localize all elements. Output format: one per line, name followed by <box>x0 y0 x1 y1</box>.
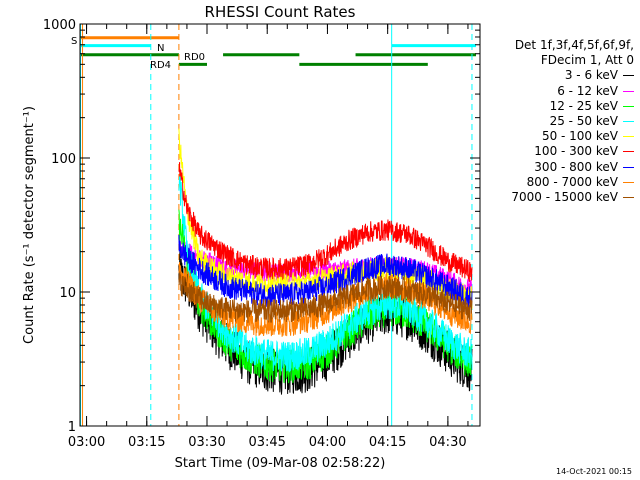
legend-entry-6: 300 - 800 keV <box>478 160 634 175</box>
x-axis: 03:00 03:15 03:30 03:45 04:00 04:15 04:30 <box>68 24 469 450</box>
legend-entry-5: 100 - 300 keV <box>478 144 634 159</box>
legend-swatch <box>623 90 634 92</box>
legend-label: 12 - 25 keV <box>549 98 618 113</box>
y-tick-label: 10 <box>59 286 76 301</box>
legend-entry-4: 50 - 100 keV <box>478 129 634 144</box>
legend-label: 300 - 800 keV <box>534 159 618 174</box>
annotation-n: N <box>157 43 164 54</box>
legend: Det 1f,3f,4f,5f,6f,9f, FDecim 1, Att 0 3… <box>478 38 634 205</box>
series-line-8 <box>178 271 473 324</box>
legend-header-line-2: FDecim 1, Att 0 <box>540 53 634 68</box>
legend-label: 3 - 6 keV <box>564 68 618 83</box>
x-tick-label: 03:45 <box>248 435 285 450</box>
legend-entry-2: 12 - 25 keV <box>478 99 634 114</box>
x-tick-label: 03:30 <box>188 435 225 450</box>
y-axis-label: Count Rate (s⁻¹ detector segment⁻¹) <box>22 106 37 344</box>
legend-label: 25 - 50 keV <box>549 114 618 129</box>
legend-label: 50 - 100 keV <box>541 129 618 144</box>
legend-swatch <box>623 166 634 168</box>
y-tick-label: 1000 <box>43 18 76 33</box>
series-line-5 <box>178 162 473 282</box>
legend-swatch <box>623 136 634 138</box>
legend-swatch <box>623 181 634 183</box>
legend-swatch <box>623 75 634 77</box>
x-tick-label: 04:15 <box>369 435 406 450</box>
legend-entry-3: 25 - 50 keV <box>478 114 634 129</box>
annotation-rd0: RD0 <box>184 52 205 63</box>
legend-entry-0: 3 - 6 keV <box>478 68 634 83</box>
legend-entries: 3 - 6 keV 6 - 12 keV 12 - 25 keV 25 - 50 ke… <box>478 68 634 205</box>
x-tick-label: 04:30 <box>429 435 466 450</box>
legend-swatch <box>623 151 634 153</box>
legend-swatch <box>623 197 634 199</box>
legend-header-line-1: Det 1f,3f,4f,5f,6f,9f, <box>514 38 634 52</box>
legend-swatch <box>623 121 634 123</box>
legend-label: 7000 - 15000 keV <box>511 190 618 205</box>
y-tick-label: 1 <box>68 420 76 435</box>
series-layer <box>178 128 473 395</box>
annotation-s: S <box>71 36 77 47</box>
legend-label: 800 - 7000 keV <box>526 174 618 189</box>
plot-frame <box>79 23 481 427</box>
legend-entry-8: 7000 - 15000 keV <box>478 190 634 205</box>
legend-label: 6 - 12 keV <box>557 83 618 98</box>
y-axis: 1 10 100 1000 <box>43 18 480 435</box>
series-line-6 <box>178 234 473 310</box>
x-axis-label: Start Time (09-Mar-08 02:58:22) <box>175 456 386 471</box>
legend-label: 100 - 300 keV <box>534 144 618 159</box>
x-tick-label: 03:15 <box>128 435 165 450</box>
chart-title: RHESSI Count Rates <box>205 3 356 21</box>
footer-timestamp: 14-Oct-2021 00:15 <box>556 467 632 476</box>
x-tick-label: 04:00 <box>309 435 346 450</box>
legend-swatch <box>623 105 634 107</box>
legend-entry-7: 800 - 7000 keV <box>478 175 634 190</box>
flag-bars <box>80 36 476 66</box>
x-tick-label: 03:00 <box>68 435 105 450</box>
y-tick-label: 100 <box>51 152 76 167</box>
legend-entry-1: 6 - 12 keV <box>478 84 634 99</box>
annotation-rd4: RD4 <box>150 60 171 71</box>
